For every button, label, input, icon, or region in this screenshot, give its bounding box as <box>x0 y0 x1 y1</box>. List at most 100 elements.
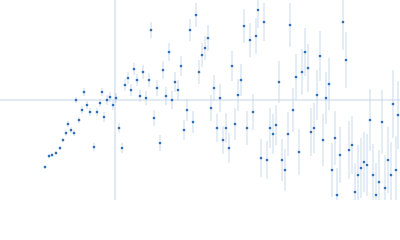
data-point <box>383 186 387 190</box>
data-point <box>152 116 156 120</box>
data-point <box>389 173 393 177</box>
data-point <box>203 46 207 50</box>
data-point <box>365 163 369 167</box>
data-point <box>85 103 89 107</box>
data-point <box>338 153 342 157</box>
data-point <box>92 145 96 149</box>
data-point <box>206 36 210 40</box>
data-point <box>173 80 177 84</box>
data-point <box>306 66 310 70</box>
data-point <box>224 126 228 130</box>
data-point <box>80 108 84 112</box>
data-point <box>256 8 260 12</box>
data-point <box>245 126 249 130</box>
data-point <box>230 64 234 68</box>
data-point <box>141 70 145 74</box>
data-point <box>251 110 255 114</box>
data-point <box>283 168 287 172</box>
data-point <box>158 141 162 145</box>
data-point <box>182 128 186 132</box>
data-point <box>315 93 319 97</box>
data-point <box>200 53 204 57</box>
data-point <box>318 54 322 58</box>
data-point <box>138 94 142 98</box>
data-point <box>391 102 395 106</box>
data-point <box>371 173 375 177</box>
data-point <box>262 20 266 24</box>
data-point <box>277 80 281 84</box>
data-point <box>72 131 76 135</box>
data-point <box>297 150 301 154</box>
data-point <box>88 110 92 114</box>
data-point <box>123 83 127 87</box>
data-point <box>321 138 325 142</box>
chart <box>0 0 400 200</box>
data-point <box>164 94 168 98</box>
data-point <box>114 96 118 100</box>
data-point <box>394 168 398 172</box>
data-point <box>135 78 139 82</box>
data-point <box>194 13 198 17</box>
data-point <box>66 122 70 126</box>
data-point <box>396 113 400 117</box>
data-point <box>95 110 99 114</box>
data-point <box>236 93 240 97</box>
data-point <box>233 122 237 126</box>
data-point <box>176 88 180 92</box>
data-point <box>248 38 252 42</box>
data-point <box>330 168 334 172</box>
data-point <box>102 115 106 119</box>
data-point <box>98 101 102 105</box>
data-point <box>380 120 384 124</box>
data-point <box>209 106 213 110</box>
data-point <box>344 58 348 62</box>
data-point <box>288 23 292 27</box>
data-point <box>170 98 174 102</box>
data-point <box>374 193 378 197</box>
data-point <box>61 138 65 142</box>
data-point <box>58 146 62 150</box>
data-point <box>386 158 390 162</box>
data-point <box>274 123 278 127</box>
data-point <box>167 50 171 54</box>
data-point <box>120 146 124 150</box>
data-point <box>111 103 115 107</box>
data-point <box>77 118 81 122</box>
data-point <box>155 86 159 90</box>
data-point <box>333 136 337 140</box>
data-point <box>105 98 109 102</box>
data-point <box>149 28 153 32</box>
data-point <box>350 143 354 147</box>
data-point <box>179 64 183 68</box>
data-point <box>280 158 284 162</box>
data-point <box>265 158 269 162</box>
data-point <box>291 108 295 112</box>
data-point <box>356 173 360 177</box>
data-point <box>147 78 151 82</box>
data-point <box>259 156 263 160</box>
data-point <box>353 190 357 194</box>
data-point <box>54 151 58 155</box>
data-point <box>82 90 86 94</box>
data-point <box>108 95 112 99</box>
data-point <box>218 96 222 100</box>
data-point <box>221 138 225 142</box>
data-point <box>215 126 219 130</box>
data-point <box>43 165 47 169</box>
data-point <box>129 88 133 92</box>
data-point <box>377 180 381 184</box>
data-point <box>74 98 78 102</box>
data-point <box>271 132 275 136</box>
data-point <box>227 146 231 150</box>
data-point <box>117 126 121 130</box>
data-point <box>359 166 363 170</box>
data-point <box>197 70 201 74</box>
data-point <box>161 68 165 72</box>
data-point <box>191 120 195 124</box>
data-point <box>300 70 304 74</box>
data-point <box>303 50 307 54</box>
data-point <box>286 132 290 136</box>
data-point <box>368 118 372 122</box>
data-point <box>126 76 130 80</box>
data-point <box>309 130 313 134</box>
